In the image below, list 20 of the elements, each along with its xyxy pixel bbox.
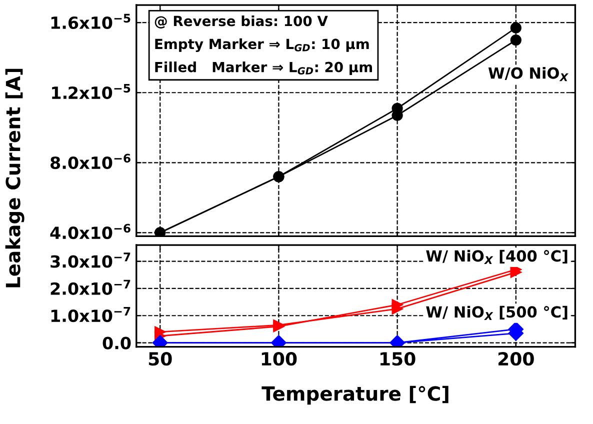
y-tick-label: 1.2x10$^{−5}$ [52,84,130,100]
y-tick-label: 4.0x10$^{−6}$ [50,224,130,240]
x-axis-title: Temperature [°C] [262,386,448,405]
x-tick-label: 200 [498,352,534,366]
y-tick-label: 3.0x10$^{−7}$ [50,252,130,268]
y-tick-label: 1.6x10$^{−5}$ [51,14,130,30]
annotation: W/ NiO$_{X}$ [500 °C] [426,306,568,320]
y-tick-label: 2.0x10$^{−7}$ [50,280,130,295]
x-tick-label: 100 [262,352,297,366]
y-axis-title: Leakage Current [A] [5,68,24,288]
y-tick-label: 0.0 [102,336,131,350]
annotation: W/ NiO$_{X}$ [400 °C] [426,250,568,264]
y-tick-label: 1.0x10$^{−7}$ [51,306,130,322]
y-tick-label: 8.0x10$^{−6}$ [50,154,130,170]
annotation: @ Reverse bias: 100 V [154,15,328,28]
annotation: Empty Marker ⇒ L$_{GD}$: 10 μm [155,38,369,52]
annotation: Filled Marker ⇒ L$_{GD}$: 20 μm [155,62,372,75]
x-tick-label: 50 [148,352,172,366]
x-tick-label: 150 [380,352,416,366]
annotation: W/O NiO$_{X}$ [488,67,569,82]
